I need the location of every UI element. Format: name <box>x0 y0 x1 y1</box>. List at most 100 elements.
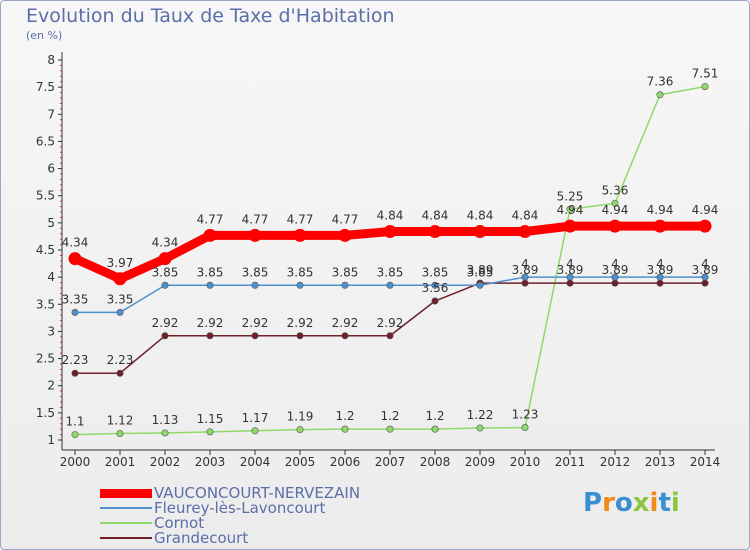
data-label-grandecourt: 2.92 <box>377 316 404 330</box>
y-tick-label: 1 <box>47 433 55 447</box>
data-label-vauconcourt: 4.94 <box>647 203 674 217</box>
y-tick-label: 7 <box>47 107 55 121</box>
data-label-cornot: 1.15 <box>197 412 224 426</box>
y-tick-label: 2.5 <box>36 352 55 366</box>
data-label-grandecourt: 3.89 <box>557 263 584 277</box>
data-point-cornot <box>431 425 439 433</box>
data-label-fleurey: 3.85 <box>377 265 404 279</box>
data-point-vauconcourt <box>698 219 712 233</box>
y-tick-label: 8 <box>47 53 55 67</box>
data-point-vauconcourt <box>473 225 487 239</box>
data-point-cornot <box>71 431 79 439</box>
data-point-fleurey <box>161 281 169 289</box>
data-point-vauconcourt <box>383 225 397 239</box>
x-tick-label: 2004 <box>240 455 271 469</box>
data-label-cornot: 1.19 <box>287 410 314 424</box>
data-label-fleurey: 3.85 <box>332 265 359 279</box>
data-label-grandecourt: 3.89 <box>647 263 674 277</box>
data-point-grandecourt <box>521 279 529 287</box>
data-point-fleurey <box>296 281 304 289</box>
data-label-grandecourt: 2.92 <box>242 316 269 330</box>
data-point-grandecourt <box>566 279 574 287</box>
data-point-vauconcourt <box>338 228 352 242</box>
data-label-vauconcourt: 4.34 <box>62 236 89 250</box>
data-label-vauconcourt: 4.34 <box>152 236 179 250</box>
data-point-grandecourt <box>431 297 439 305</box>
y-tick-label: 3.5 <box>36 297 55 311</box>
data-point-grandecourt <box>611 279 619 287</box>
data-label-vauconcourt: 4.84 <box>422 209 449 223</box>
data-label-grandecourt: 2.92 <box>152 316 179 330</box>
data-point-vauconcourt <box>563 219 577 233</box>
data-label-grandecourt: 2.92 <box>287 316 314 330</box>
data-label-cornot: 1.23 <box>512 408 539 422</box>
y-tick-label: 4 <box>47 270 55 284</box>
data-point-fleurey <box>431 281 439 289</box>
x-tick-label: 2000 <box>60 455 91 469</box>
x-tick-label: 2001 <box>105 455 136 469</box>
data-point-cornot <box>611 199 619 207</box>
data-point-vauconcourt <box>158 252 172 266</box>
data-point-grandecourt <box>341 332 349 340</box>
y-tick-label: 3 <box>47 324 55 338</box>
chart-unit: (en %) <box>26 29 63 42</box>
data-point-grandecourt <box>251 332 259 340</box>
data-label-grandecourt: 2.23 <box>62 353 89 367</box>
data-label-grandecourt: 3.89 <box>692 263 719 277</box>
data-point-vauconcourt <box>203 228 217 242</box>
data-label-cornot: 1.12 <box>107 413 134 427</box>
data-label-grandecourt: 2.23 <box>107 353 134 367</box>
data-point-fleurey <box>701 273 709 281</box>
y-tick-label: 5 <box>47 216 55 230</box>
data-label-fleurey: 4 <box>701 257 709 271</box>
data-label-cornot: 1.22 <box>467 408 494 422</box>
data-label-vauconcourt: 4.77 <box>242 212 269 226</box>
data-label-fleurey: 3.85 <box>422 265 449 279</box>
chart-title: Evolution du Taux de Taxe d'Habitation <box>26 5 395 27</box>
data-point-cornot <box>161 429 169 437</box>
y-tick-label: 4.5 <box>36 243 55 257</box>
x-tick-label: 2012 <box>600 455 631 469</box>
data-point-grandecourt <box>71 369 79 377</box>
data-point-vauconcourt <box>68 252 82 266</box>
x-tick-label: 2014 <box>690 455 721 469</box>
data-point-cornot <box>251 427 259 435</box>
data-point-cornot <box>386 425 394 433</box>
y-tick-label: 6 <box>47 162 55 176</box>
y-tick-label: 5.5 <box>36 189 55 203</box>
x-tick-label: 2011 <box>555 455 586 469</box>
y-tick-label: 6.5 <box>36 134 55 148</box>
data-label-fleurey: 3.85 <box>467 265 494 279</box>
data-label-grandecourt: 3.89 <box>512 263 539 277</box>
data-point-cornot <box>116 429 124 437</box>
x-tick-label: 2008 <box>420 455 451 469</box>
data-label-cornot: 1.1 <box>65 415 84 429</box>
data-label-cornot: 7.36 <box>647 75 674 89</box>
data-point-grandecourt <box>656 279 664 287</box>
data-label-fleurey: 4 <box>566 257 574 271</box>
legend-label-vauconcourt: VAUCONCOURT-NERVEZAIN <box>154 484 361 502</box>
data-point-fleurey <box>611 273 619 281</box>
data-point-cornot <box>476 424 484 432</box>
legend-label-fleurey: Fleurey-lès-Lavoncourt <box>154 499 326 517</box>
data-label-vauconcourt: 4.77 <box>287 212 314 226</box>
x-tick-label: 2002 <box>150 455 181 469</box>
data-point-fleurey <box>206 281 214 289</box>
data-point-fleurey <box>656 273 664 281</box>
data-point-fleurey <box>116 308 124 316</box>
data-label-grandecourt: 2.92 <box>197 316 224 330</box>
data-label-cornot: 5.36 <box>602 183 629 197</box>
data-label-grandecourt: 3.56 <box>422 281 449 295</box>
data-point-grandecourt <box>206 332 214 340</box>
legend-item-cornot: Cornot <box>100 516 204 531</box>
data-label-cornot: 7.51 <box>692 67 719 81</box>
data-point-vauconcourt <box>608 219 622 233</box>
data-point-cornot <box>521 424 529 432</box>
data-label-vauconcourt: 3.97 <box>107 256 134 270</box>
legend-label-grandecourt: Grandecourt <box>154 529 249 547</box>
data-point-fleurey <box>476 281 484 289</box>
data-label-fleurey: 3.35 <box>62 292 89 306</box>
data-point-grandecourt <box>161 332 169 340</box>
y-tick-label: 2 <box>47 379 55 393</box>
